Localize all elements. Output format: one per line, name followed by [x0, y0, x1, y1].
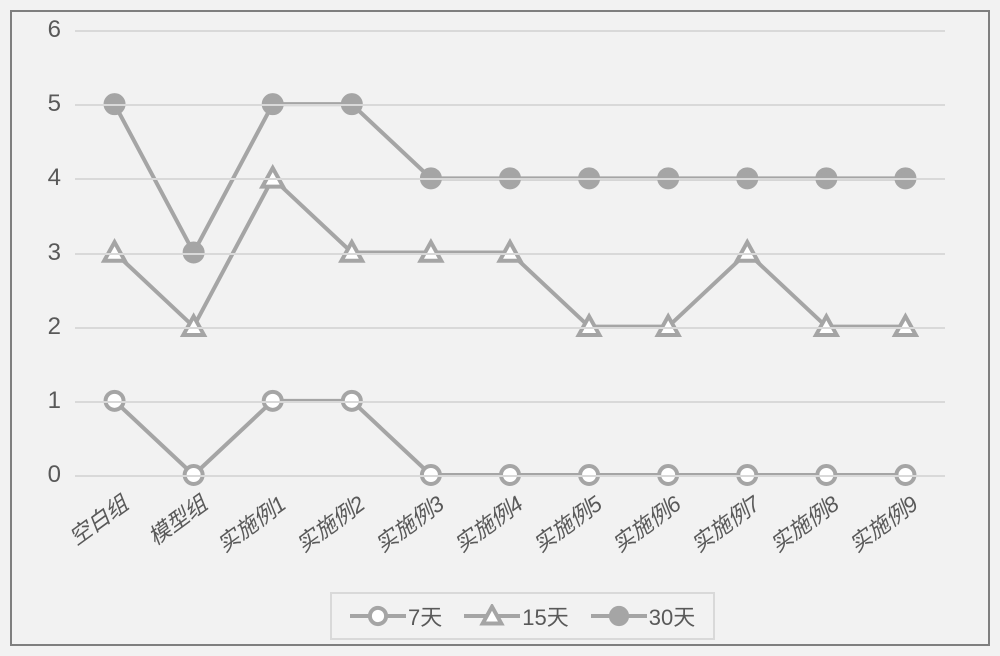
- gridline: [75, 475, 945, 477]
- legend-item: 15天: [464, 600, 568, 632]
- legend-label: 15天: [522, 600, 568, 632]
- legend-swatch: [464, 604, 520, 628]
- y-tick-label: 3: [48, 239, 61, 267]
- gridline: [75, 104, 945, 106]
- legend-swatch: [591, 604, 647, 628]
- legend-label: 7天: [408, 600, 442, 632]
- gridline: [75, 327, 945, 329]
- series-marker: [262, 168, 283, 187]
- legend-item: 7天: [350, 600, 442, 632]
- series-marker: [104, 242, 125, 261]
- y-tick-label: 0: [48, 461, 61, 489]
- legend: 7天 15天 30天: [330, 592, 715, 640]
- legend-swatch: [350, 604, 406, 628]
- series-marker: [737, 242, 758, 261]
- legend-label: 30天: [649, 600, 695, 632]
- gridline: [75, 401, 945, 403]
- series-line: [115, 401, 906, 475]
- y-tick-label: 5: [48, 90, 61, 118]
- gridline: [75, 30, 945, 32]
- y-tick-label: 1: [48, 387, 61, 415]
- legend-item: 30天: [591, 600, 695, 632]
- gridline: [75, 178, 945, 180]
- series-marker: [421, 242, 442, 261]
- y-tick-label: 4: [48, 164, 61, 192]
- plot-area: 0123456空白组模型组实施例1实施例2实施例3实施例4实施例5实施例6实施例…: [75, 30, 945, 475]
- y-tick-label: 6: [48, 16, 61, 44]
- series-marker: [500, 242, 521, 261]
- series-marker: [895, 316, 916, 335]
- y-tick-label: 2: [48, 313, 61, 341]
- gridline: [75, 253, 945, 255]
